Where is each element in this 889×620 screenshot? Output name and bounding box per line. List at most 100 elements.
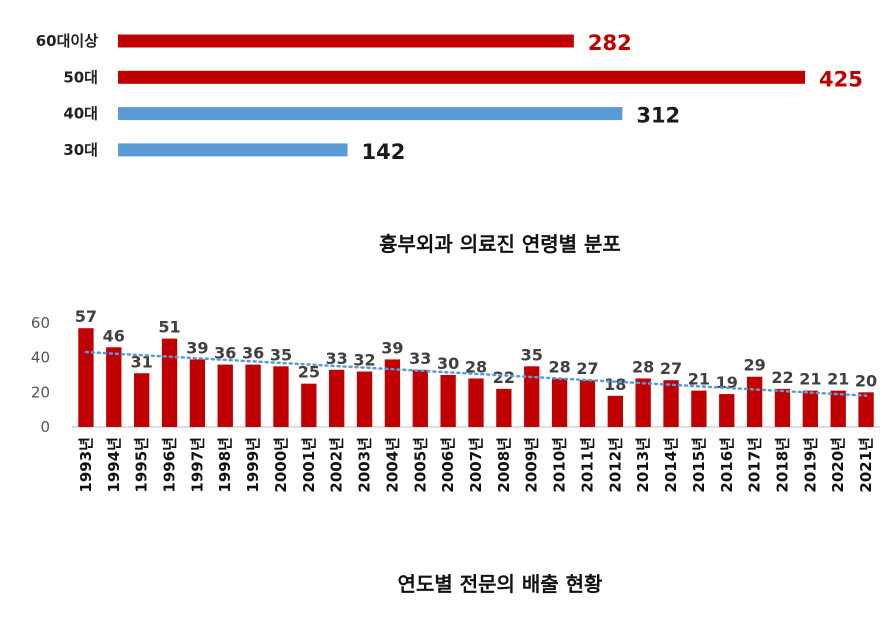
year-value-label: 28 — [632, 357, 654, 376]
year-bar — [161, 338, 178, 427]
year-bar — [551, 378, 568, 427]
age-category-label: 60대이상 — [36, 32, 98, 50]
year-bar — [691, 390, 707, 427]
year-category-label: 2010년 — [551, 437, 569, 493]
year-value-label: 36 — [242, 344, 264, 363]
year-category-label: 2012년 — [606, 437, 624, 493]
age-distribution-chart: 60대이상 282 50대 425 40대 312 30대 142 — [36, 31, 863, 164]
year-category-label: 2004년 — [383, 437, 401, 493]
year-bar — [496, 388, 512, 427]
year-value-label: 28 — [465, 357, 487, 376]
year-bar — [830, 390, 846, 427]
year-value-label: 22 — [771, 368, 793, 387]
year-value-label: 22 — [493, 368, 515, 387]
year-category-label: 2018년 — [773, 437, 791, 493]
age-bar — [118, 34, 574, 48]
year-bar — [217, 364, 233, 427]
year-category-label: 1999년 — [244, 437, 262, 493]
year-bar — [384, 359, 401, 427]
year-value-label: 31 — [131, 352, 153, 371]
year-category-label: 2000년 — [272, 437, 290, 493]
year-value-label: 35 — [270, 345, 292, 364]
year-bar — [189, 359, 206, 427]
year-bar — [802, 390, 819, 427]
year-category-label: 2003년 — [356, 437, 374, 493]
age-value-label: 282 — [588, 31, 632, 55]
year-bar — [468, 378, 484, 427]
year-category-label: 2001년 — [300, 437, 318, 493]
age-value-label: 312 — [636, 104, 680, 128]
age-category-label: 30대 — [63, 141, 98, 159]
year-category-label: 2015년 — [690, 437, 708, 493]
year-category-label: 1998년 — [216, 437, 234, 493]
year-bar — [774, 388, 791, 427]
age-category-label: 50대 — [63, 68, 98, 86]
age-bar — [118, 70, 805, 84]
year-category-label: 2016년 — [718, 437, 736, 493]
year-bar — [524, 366, 540, 427]
year-value-label: 32 — [353, 351, 375, 370]
year-bar — [635, 378, 651, 427]
year-value-label: 25 — [298, 363, 320, 382]
year-bar — [356, 371, 373, 427]
year-value-label: 21 — [688, 370, 710, 389]
year-value-label: 39 — [186, 338, 208, 357]
year-category-label: 1993년 — [77, 437, 95, 493]
y-tick-label: 20 — [31, 383, 50, 401]
year-category-label: 2019년 — [801, 437, 819, 493]
year-value-label: 27 — [660, 359, 682, 378]
year-category-label: 2021년 — [857, 437, 875, 493]
year-bar — [579, 380, 596, 427]
year-category-label: 2008년 — [495, 437, 513, 493]
year-category-label: 2011년 — [578, 437, 596, 493]
year-category-label: 2009년 — [523, 437, 541, 493]
yearly-specialists-chart: 0 20 40 60 57 1993년 46 1994년 31 1995년 51 1996년 39 199… — [31, 307, 880, 493]
year-category-label: 1995년 — [133, 437, 151, 493]
year-category-label: 2002년 — [328, 437, 346, 493]
year-category-label: 2005년 — [411, 437, 429, 493]
year-value-label: 27 — [576, 359, 598, 378]
year-bar — [273, 366, 289, 427]
year-category-label: 1996년 — [161, 437, 179, 493]
year-value-label: 33 — [326, 349, 348, 368]
year-value-label: 28 — [548, 357, 570, 376]
year-value-label: 20 — [855, 371, 877, 390]
year-bar — [719, 394, 735, 427]
y-tick-label: 60 — [31, 314, 50, 332]
year-value-label: 30 — [437, 354, 459, 373]
age-distribution-title: 흉부외과 의료진 연령별 분포 — [379, 232, 621, 256]
year-value-label: 57 — [75, 307, 97, 326]
year-value-label: 33 — [409, 349, 431, 368]
year-bar — [133, 373, 150, 427]
year-category-label: 2006년 — [439, 437, 457, 493]
year-category-label: 2013년 — [634, 437, 652, 493]
year-bar — [106, 347, 122, 427]
year-bar — [746, 376, 763, 427]
year-bar — [607, 395, 623, 427]
year-bar — [301, 383, 317, 427]
age-value-label: 425 — [819, 67, 863, 91]
year-value-label: 46 — [103, 326, 125, 345]
year-value-label: 35 — [521, 345, 543, 364]
age-value-label: 142 — [362, 140, 406, 164]
year-bar — [663, 380, 679, 427]
year-value-label: 51 — [158, 318, 180, 337]
trend-line — [84, 350, 868, 397]
year-bar — [440, 375, 456, 427]
year-value-label: 39 — [381, 338, 403, 357]
year-category-label: 2014년 — [662, 437, 680, 493]
age-bar — [118, 107, 623, 121]
year-category-label: 2007년 — [467, 437, 485, 493]
year-category-label: 1997년 — [188, 437, 206, 493]
year-bar — [412, 369, 428, 427]
year-value-label: 18 — [604, 375, 626, 394]
year-category-label: 2020년 — [829, 437, 847, 493]
year-bar — [78, 328, 94, 427]
year-bar — [245, 364, 261, 427]
year-bar — [329, 369, 345, 427]
y-tick-label: 40 — [31, 349, 50, 367]
year-value-label: 36 — [214, 344, 236, 363]
age-category-label: 40대 — [63, 105, 98, 123]
y-tick-label: 0 — [40, 418, 50, 436]
